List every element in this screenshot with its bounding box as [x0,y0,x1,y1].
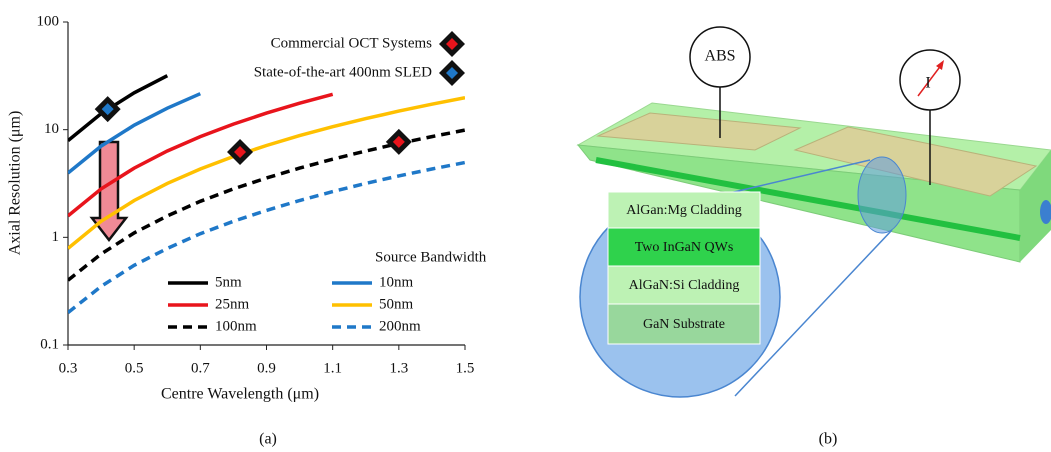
figure: Centre Wavelength (μm) Axial Resolution … [0,0,1051,452]
x-tick-label: 1.5 [456,360,475,376]
y-tick-label: 0.1 [40,336,59,352]
layer-label: GaN Substrate [643,317,725,332]
series-line [68,94,200,173]
probe-label: ABS [704,48,735,65]
legend-label: Commercial OCT Systems [271,35,433,51]
caption: (b) [819,431,838,448]
legend-label: State-of-the-art 400nm SLED [254,64,432,80]
y-tick-label: 10 [44,121,59,137]
caption: (a) [259,431,277,448]
y-axis-label: Axial Resolution (μm) [7,111,24,256]
layer-label: Two InGaN QWs [635,240,734,255]
x-tick-label: 0.7 [191,360,210,376]
x-tick-label: 0.9 [257,360,276,376]
layer-label: AlGan:Mg Cladding [626,203,742,218]
x-tick-label: 1.3 [389,360,408,376]
legend-label: 25nm [215,296,250,312]
zoom-source [858,157,906,233]
x-tick-label: 1.1 [323,360,342,376]
x-tick-label: 0.5 [125,360,144,376]
chart-panel: Centre Wavelength (μm) Axial Resolution … [7,13,487,402]
y-tick-label: 100 [37,13,60,29]
legend-label: 50nm [379,296,414,312]
legend-label: 200nm [379,318,421,334]
layer-label: AlGaN:Si Cladding [629,278,740,293]
x-tick-label: 0.3 [59,360,78,376]
y-tick-label: 1 [52,229,60,245]
legend-label: 100nm [215,318,257,334]
probe-label: I [925,75,930,92]
device-diagram: ABS I AlGan:Mg Cladding Two InGaN QWs Al… [578,27,1051,397]
legend-label: 5nm [215,274,242,290]
legend-label: 10nm [379,274,414,290]
legend-title: Source Bandwidth [375,249,487,265]
x-axis-label: Centre Wavelength (μm) [161,386,319,403]
